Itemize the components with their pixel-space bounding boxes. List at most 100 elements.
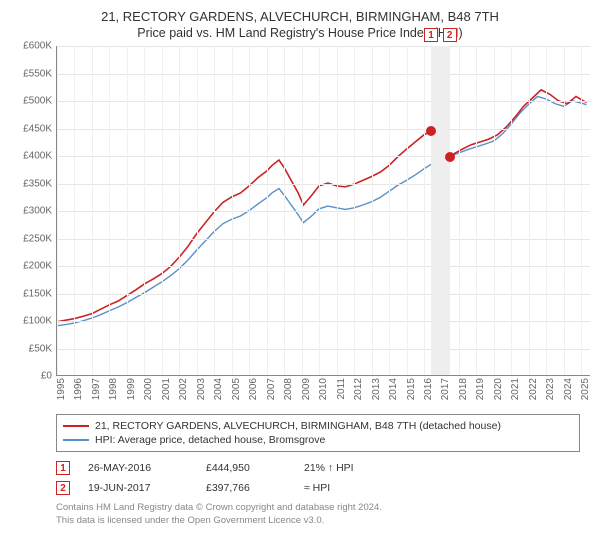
x-tick-label: 1996 — [73, 378, 84, 400]
chart-row: £0£50K£100K£150K£200K£250K£300K£350K£400… — [10, 46, 590, 376]
y-tick-label: £400K — [23, 151, 52, 162]
sale-row-marker: 2 — [56, 481, 70, 495]
y-tick-label: £600K — [23, 41, 52, 52]
x-tick-label: 2007 — [266, 378, 277, 400]
v-gridline — [494, 46, 495, 375]
v-gridline — [302, 46, 303, 375]
x-tick-label: 2021 — [510, 378, 521, 400]
h-gridline — [57, 321, 590, 322]
y-tick-label: £300K — [23, 206, 52, 217]
x-tick-label: 2023 — [545, 378, 556, 400]
h-gridline — [57, 156, 590, 157]
v-gridline — [511, 46, 512, 375]
v-gridline — [529, 46, 530, 375]
y-tick-label: £50K — [29, 343, 52, 354]
chart-subtitle: Price paid vs. HM Land Registry's House … — [10, 26, 590, 40]
legend-label: 21, RECTORY GARDENS, ALVECHURCH, BIRMING… — [95, 420, 501, 432]
v-gridline — [407, 46, 408, 375]
v-gridline — [74, 46, 75, 375]
x-tick-label: 2017 — [440, 378, 451, 400]
v-gridline — [476, 46, 477, 375]
x-tick-label: 2001 — [161, 378, 172, 400]
x-tick-label: 2016 — [423, 378, 434, 400]
x-tick-label: 1995 — [56, 378, 67, 400]
v-gridline — [144, 46, 145, 375]
x-tick-label: 2019 — [475, 378, 486, 400]
footnote: Contains HM Land Registry data © Crown c… — [56, 502, 580, 528]
x-tick-label: 2025 — [580, 378, 591, 400]
sale-row-delta: ≈ HPI — [304, 482, 424, 494]
legend: 21, RECTORY GARDENS, ALVECHURCH, BIRMING… — [56, 414, 580, 452]
v-gridline — [337, 46, 338, 375]
v-gridline — [459, 46, 460, 375]
v-gridline — [267, 46, 268, 375]
v-gridline — [546, 46, 547, 375]
x-tick-label: 2020 — [493, 378, 504, 400]
h-gridline — [57, 349, 590, 350]
x-tick-label: 2013 — [371, 378, 382, 400]
sale-row-delta: 21% ↑ HPI — [304, 462, 424, 474]
x-tick-label: 2004 — [213, 378, 224, 400]
v-gridline — [162, 46, 163, 375]
footnote-line: Contains HM Land Registry data © Crown c… — [56, 502, 580, 515]
x-tick-label: 2003 — [196, 378, 207, 400]
y-tick-label: £150K — [23, 288, 52, 299]
v-gridline — [284, 46, 285, 375]
x-tick-label: 1997 — [91, 378, 102, 400]
v-gridline — [232, 46, 233, 375]
v-gridline — [581, 46, 582, 375]
sale-row-price: £397,766 — [206, 482, 286, 494]
x-tick-label: 1998 — [108, 378, 119, 400]
legend-item: 21, RECTORY GARDENS, ALVECHURCH, BIRMING… — [63, 419, 573, 433]
x-tick-label: 2015 — [406, 378, 417, 400]
v-gridline — [249, 46, 250, 375]
x-tick-label: 1999 — [126, 378, 137, 400]
x-tick-label: 2006 — [248, 378, 259, 400]
sale-row: 2 19-JUN-2017 £397,766 ≈ HPI — [56, 478, 580, 498]
y-tick-label: £450K — [23, 123, 52, 134]
v-gridline — [109, 46, 110, 375]
legend-label: HPI: Average price, detached house, Brom… — [95, 434, 325, 446]
x-tick-label: 2012 — [353, 378, 364, 400]
y-axis: £0£50K£100K£150K£200K£250K£300K£350K£400… — [10, 46, 56, 376]
x-tick-label: 2002 — [178, 378, 189, 400]
sale-dot — [445, 152, 455, 162]
v-gridline — [564, 46, 565, 375]
x-axis: 1995199619971998199920002001200220032004… — [56, 376, 590, 410]
v-gridline — [92, 46, 93, 375]
v-gridline — [127, 46, 128, 375]
h-gridline — [57, 294, 590, 295]
sale-row-marker: 1 — [56, 461, 70, 475]
sale-band — [431, 46, 450, 375]
x-tick-label: 2009 — [301, 378, 312, 400]
series-property — [57, 90, 587, 322]
x-tick-label: 2005 — [231, 378, 242, 400]
h-gridline — [57, 211, 590, 212]
x-tick-label: 2014 — [388, 378, 399, 400]
sale-row-date: 19-JUN-2017 — [88, 482, 188, 494]
v-gridline — [372, 46, 373, 375]
y-tick-label: £550K — [23, 68, 52, 79]
x-tick-label: 2008 — [283, 378, 294, 400]
chart-title: 21, RECTORY GARDENS, ALVECHURCH, BIRMING… — [10, 8, 590, 26]
x-tick-label: 2018 — [458, 378, 469, 400]
v-gridline — [424, 46, 425, 375]
x-tick-label: 2024 — [563, 378, 574, 400]
h-gridline — [57, 101, 590, 102]
footnote-line: This data is licensed under the Open Gov… — [56, 515, 580, 528]
h-gridline — [57, 184, 590, 185]
legend-item: HPI: Average price, detached house, Brom… — [63, 433, 573, 447]
v-gridline — [179, 46, 180, 375]
v-gridline — [389, 46, 390, 375]
y-tick-label: £0 — [41, 371, 52, 382]
v-gridline — [354, 46, 355, 375]
sale-row-date: 26-MAY-2016 — [88, 462, 188, 474]
sale-marker-box: 2 — [443, 28, 457, 42]
y-tick-label: £100K — [23, 316, 52, 327]
legend-swatch — [63, 439, 89, 441]
h-gridline — [57, 266, 590, 267]
legend-swatch — [63, 425, 89, 427]
v-gridline — [197, 46, 198, 375]
y-tick-label: £250K — [23, 233, 52, 244]
v-gridline — [319, 46, 320, 375]
